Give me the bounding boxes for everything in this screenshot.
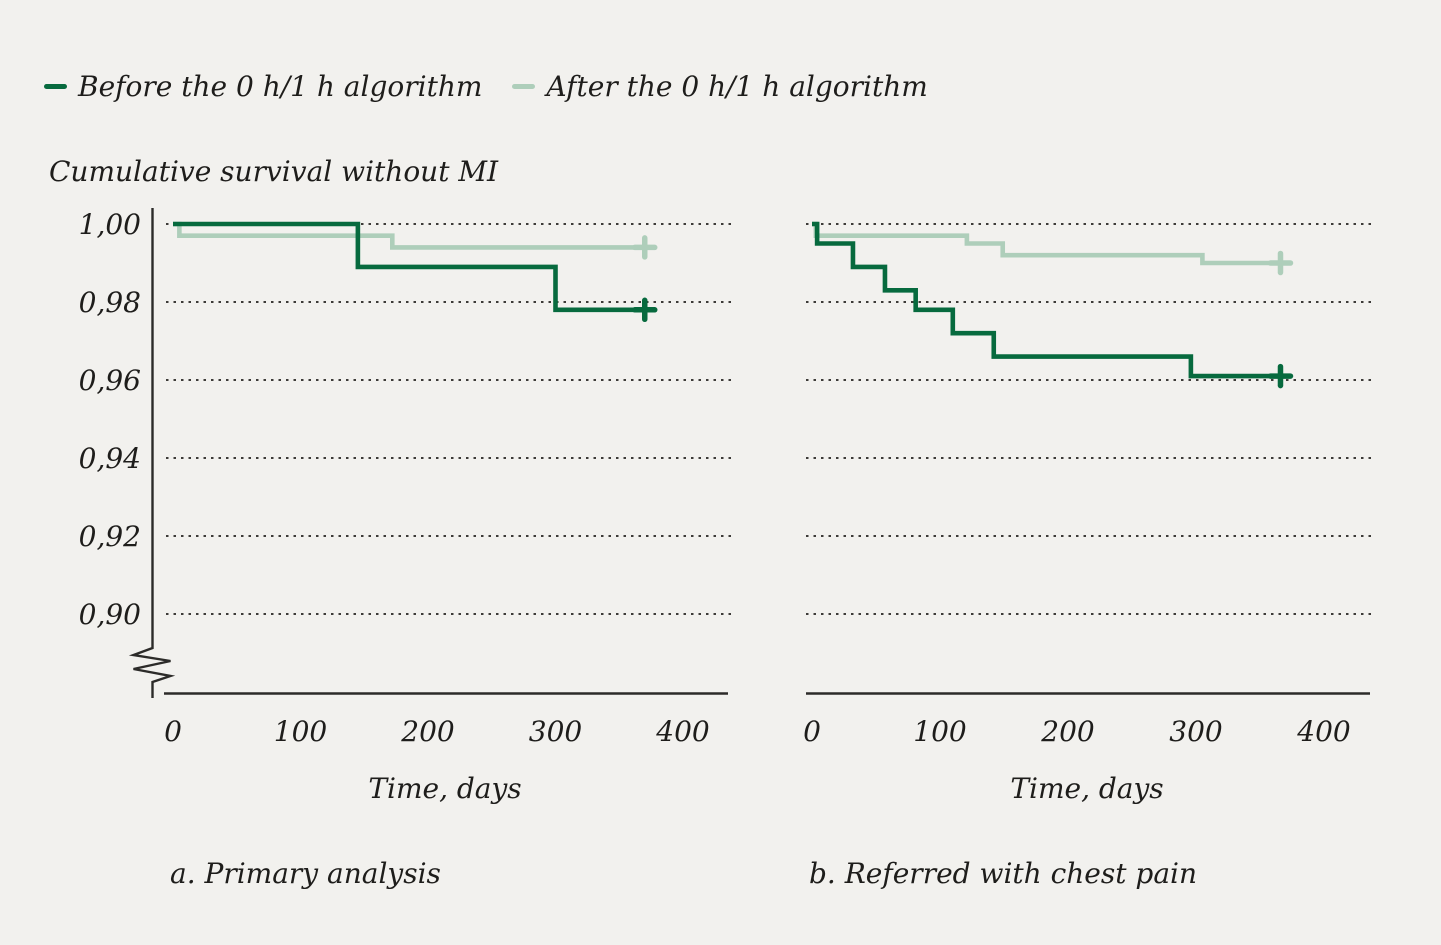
y-axis-line-with-break bbox=[128, 208, 176, 698]
x-axis-title-panel-a: Time, days bbox=[368, 772, 522, 805]
panel-b-caption: b. Referred with chest pain bbox=[809, 857, 1197, 890]
x-tick-label: 0 bbox=[164, 715, 182, 748]
legend-item-after: After the 0 h/1 h algorithm bbox=[512, 70, 928, 103]
x-axis-title-panel-b: Time, days bbox=[1010, 772, 1164, 805]
legend-label-before: Before the 0 h/1 h algorithm bbox=[78, 70, 483, 103]
censor-mark bbox=[632, 235, 658, 260]
legend-item-before: Before the 0 h/1 h algorithm bbox=[44, 70, 482, 103]
before-line-swatch bbox=[44, 84, 67, 89]
panel-b: 0 100 200 300 400 bbox=[803, 221, 1372, 748]
after-line-swatch bbox=[512, 84, 536, 89]
panel-a-caption: a. Primary analysis bbox=[170, 857, 441, 890]
survival-curve bbox=[173, 221, 645, 250]
y-tick-label: 0,98 bbox=[79, 286, 141, 319]
x-tick-label: 300 bbox=[1169, 715, 1222, 748]
gridlines bbox=[166, 223, 731, 615]
y-tick-label: 0,94 bbox=[79, 442, 141, 475]
survival-curve bbox=[173, 221, 645, 313]
x-tick-label: 200 bbox=[1040, 715, 1094, 748]
legend-label-after: After the 0 h/1 h algorithm bbox=[546, 70, 928, 103]
y-axis-title: Cumulative survival without MI bbox=[49, 155, 499, 188]
censor-mark bbox=[1267, 250, 1294, 276]
y-tick-label: 0,92 bbox=[79, 520, 141, 553]
survival-curve bbox=[812, 221, 1281, 379]
x-tick-label: 100 bbox=[913, 715, 966, 748]
censor-mark bbox=[1267, 363, 1294, 389]
x-tick-label: 200 bbox=[400, 715, 454, 748]
x-tick-label: 400 bbox=[655, 715, 709, 748]
y-tick-label: 0,90 bbox=[79, 598, 141, 631]
x-tick-label: 400 bbox=[1296, 715, 1350, 748]
gridlines bbox=[806, 223, 1372, 615]
y-tick-label: 1,00 bbox=[79, 208, 141, 241]
y-tick-label: 0,96 bbox=[79, 364, 141, 397]
censor-mark bbox=[632, 297, 658, 323]
x-tick-label: 100 bbox=[274, 715, 327, 748]
survival-curve bbox=[812, 221, 1281, 266]
x-tick-label: 0 bbox=[803, 715, 821, 748]
legend: Before the 0 h/1 h algorithm After the 0… bbox=[44, 70, 928, 103]
panel-a: 1,00 0,98 0,96 0,94 0,92 0,90 0 100 200 300 400 bbox=[79, 208, 731, 748]
x-tick-label: 300 bbox=[529, 715, 582, 748]
